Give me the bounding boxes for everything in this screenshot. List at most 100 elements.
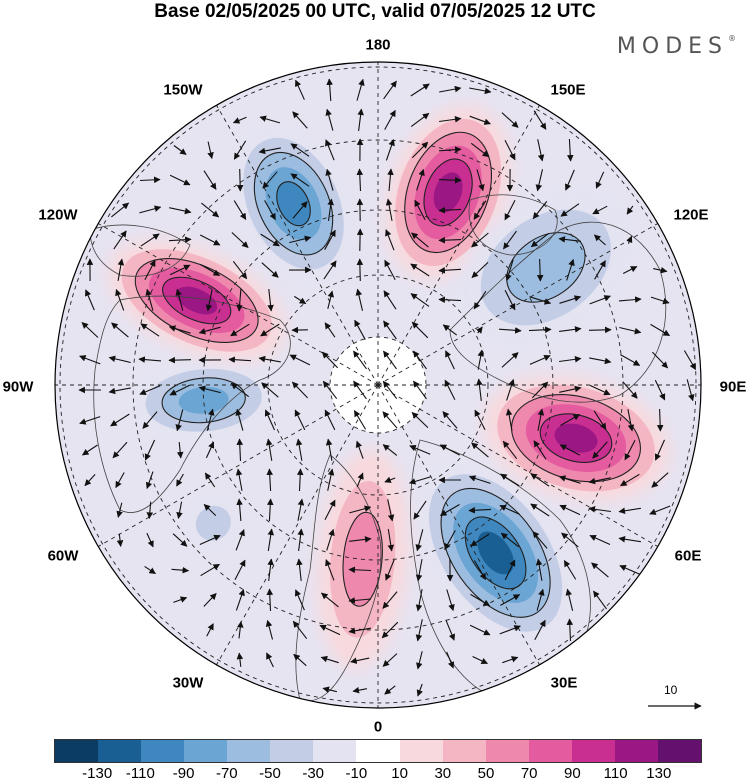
wind-vector: [296, 558, 303, 581]
lon-label-150w: 150W: [163, 81, 203, 99]
wind-vector: [110, 413, 130, 427]
wind-vector: [381, 621, 399, 639]
wind-vector: [415, 589, 423, 612]
wind-vector: [144, 565, 156, 575]
wind-vector: [235, 468, 243, 491]
wind-vector: [529, 354, 551, 365]
anomaly-contour: [253, 151, 334, 256]
wind-vector: [267, 528, 275, 551]
colorbar-tick-label: -130: [82, 765, 113, 782]
wind-vector: [81, 444, 98, 456]
wind-vector: [618, 296, 642, 303]
wind-vector: [561, 532, 579, 548]
wind-vector: [387, 168, 394, 192]
wind-vector: [171, 566, 190, 574]
wind-vector: [355, 440, 364, 459]
wind-vector: [683, 350, 697, 371]
colorbar-swatch: [399, 740, 443, 762]
wind-vector: [319, 624, 341, 636]
anomaly-shading: [506, 232, 586, 303]
wind-vector: [353, 380, 367, 400]
anomaly-contour: [162, 276, 232, 325]
wind-vector: [176, 501, 183, 519]
wind-vector: [203, 170, 217, 190]
modes-logo-text: MODES: [616, 34, 728, 59]
wind-vector: [349, 505, 372, 514]
wind-vector: [146, 532, 154, 548]
wind-vector: [500, 594, 521, 606]
wind-vector: [505, 408, 513, 431]
wind-vector: [382, 411, 398, 429]
anomaly-shading: [178, 386, 229, 414]
wind-vector: [383, 320, 397, 340]
wind-vector: [258, 355, 281, 363]
wind-vector: [291, 381, 308, 399]
wind-vector: [535, 169, 544, 192]
wind-vector: [652, 351, 669, 369]
wind-vector: [438, 176, 462, 184]
wind-vector: [559, 385, 582, 393]
wind-vector: [558, 236, 581, 243]
wind-vector: [201, 202, 220, 218]
lon-label-30w: 30W: [172, 674, 204, 692]
latitude-circle: [59, 66, 697, 704]
wind-vector: [326, 78, 333, 102]
wind-vector: [175, 409, 184, 432]
wind-vector: [325, 168, 334, 191]
wind-vector: [260, 323, 280, 337]
anomaly-contour: [342, 511, 383, 607]
lon-label-180: 180: [365, 36, 391, 54]
wind-vector: [116, 533, 124, 547]
wind-vector: [235, 408, 244, 431]
wind-vector: [353, 410, 367, 430]
colorbar-swatch: [141, 740, 185, 762]
wind-vector: [592, 441, 608, 459]
wind-vector: [498, 327, 522, 334]
wind-vector: [438, 267, 462, 274]
colorbar-tick-label: -10: [345, 765, 368, 782]
colorbar-swatch: [614, 740, 658, 762]
colorbar-swatch: [313, 740, 357, 762]
wind-vector: [172, 533, 188, 547]
wind-vector: [446, 589, 455, 612]
wind-vector: [236, 168, 244, 192]
coastline: [89, 224, 191, 277]
wind-vector: [205, 441, 215, 459]
wind-vector: [79, 416, 101, 425]
colorbar-swatch: [227, 740, 271, 762]
wind-vector: [474, 409, 486, 431]
wind-vector: [350, 657, 370, 664]
wind-vector: [439, 444, 460, 456]
colorbar-swatch: [485, 740, 529, 762]
wind-vector: [589, 357, 612, 365]
lon-label-150e: 150E: [550, 81, 586, 99]
wind-vector: [469, 115, 491, 125]
wind-vector: [444, 379, 456, 401]
wind-vector: [620, 473, 640, 487]
colorbar-tick-label: 90: [564, 765, 581, 782]
wind-vector: [504, 289, 516, 311]
wind-vector: [290, 173, 310, 187]
wind-vector: [473, 290, 487, 310]
wind-vector: [382, 653, 398, 667]
wind-vector: [294, 589, 305, 611]
lon-label-0: 0: [373, 718, 383, 736]
wind-vector: [471, 262, 489, 279]
colorbar-tick-label: 70: [520, 765, 538, 782]
wind-vector: [536, 588, 545, 611]
map-disc-border: [54, 61, 702, 709]
wind-vector: [234, 559, 246, 581]
wind-vector: [293, 653, 307, 667]
wind-vector: [206, 623, 214, 637]
wind-vector: [476, 378, 483, 401]
wind-vector: [235, 529, 245, 551]
colorbar-swatch: [55, 740, 99, 762]
lon-label-60w: 60W: [47, 547, 79, 565]
wind-vector: [355, 288, 364, 311]
wind-vector: [444, 530, 456, 551]
wind-vector: [296, 468, 304, 492]
wind-vector: [230, 382, 250, 398]
wind-vector: [198, 385, 221, 394]
wind-vector: [532, 201, 548, 220]
anomaly-contour: [276, 181, 311, 227]
